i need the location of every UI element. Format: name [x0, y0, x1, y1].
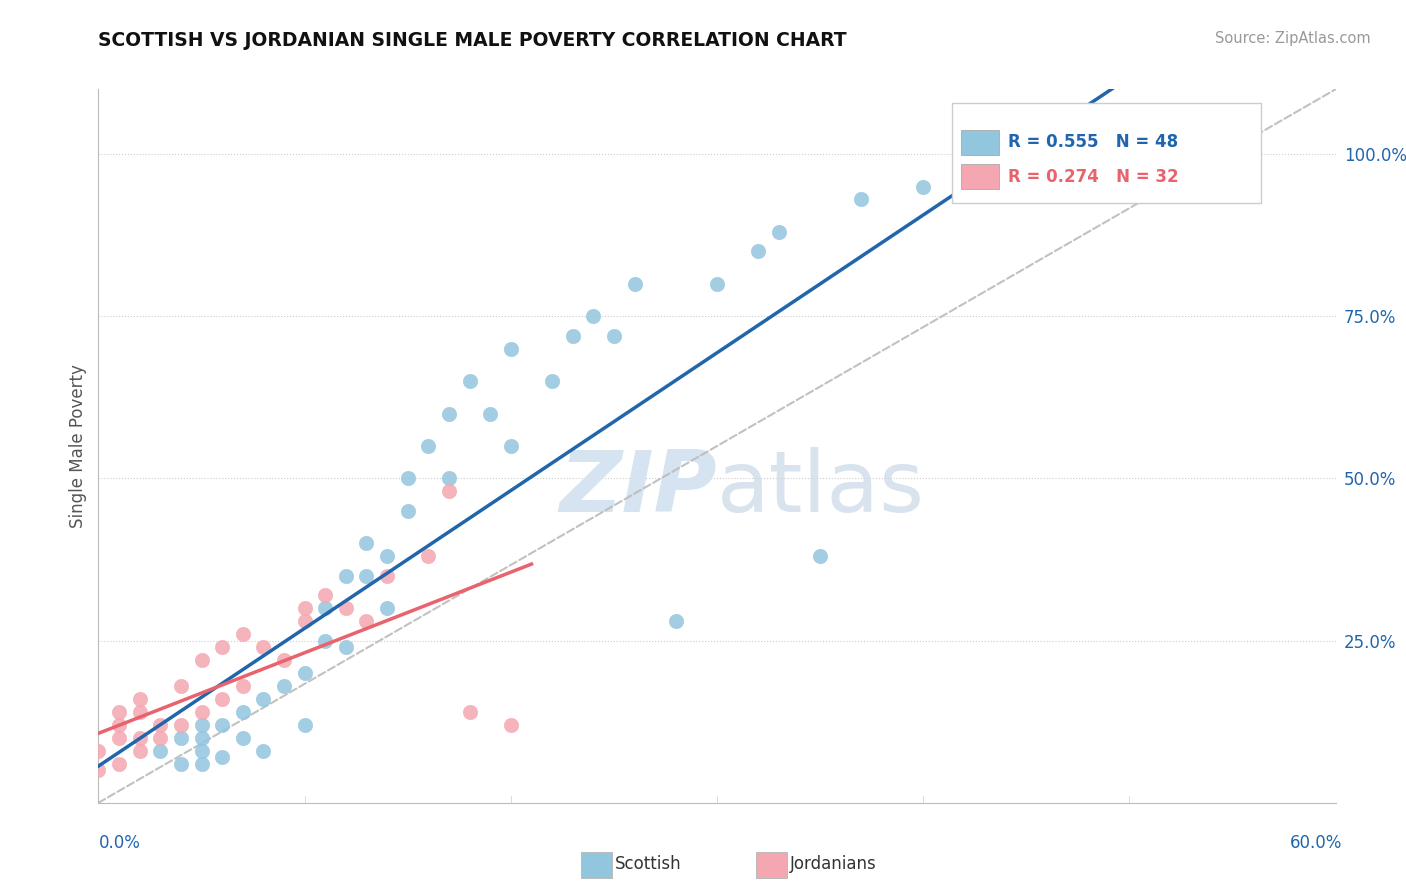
Point: [170, 756, 193, 771]
Point: [603, 328, 626, 343]
Point: [294, 666, 316, 681]
Point: [479, 407, 502, 421]
Point: [190, 718, 212, 732]
Point: [190, 756, 212, 771]
Point: [87, 744, 110, 758]
Point: [418, 439, 440, 453]
Point: [190, 731, 212, 745]
Point: [128, 705, 150, 719]
Point: [190, 653, 212, 667]
Point: [418, 549, 440, 564]
Point: [108, 718, 131, 732]
Point: [211, 640, 233, 654]
Point: [108, 731, 131, 745]
Point: [375, 568, 398, 582]
Point: [252, 692, 274, 706]
Point: [294, 718, 316, 732]
Point: [747, 244, 769, 259]
Text: Scottish: Scottish: [614, 855, 681, 873]
Point: [396, 504, 419, 518]
Text: R = 0.555   N = 48: R = 0.555 N = 48: [1008, 133, 1178, 152]
Point: [128, 744, 150, 758]
Text: ZIP: ZIP: [560, 447, 717, 531]
Point: [851, 193, 873, 207]
Point: [211, 692, 233, 706]
Point: [1222, 128, 1244, 142]
Point: [232, 679, 254, 693]
Point: [314, 601, 336, 615]
Point: [190, 744, 212, 758]
Point: [356, 614, 378, 628]
Point: [375, 601, 398, 615]
Point: [458, 374, 481, 388]
Point: [294, 601, 316, 615]
Point: [375, 549, 398, 564]
Point: [294, 614, 316, 628]
Point: [396, 471, 419, 485]
Point: [335, 568, 357, 582]
Point: [437, 484, 460, 499]
Text: 60.0%: 60.0%: [1291, 834, 1343, 852]
Point: [149, 731, 172, 745]
Point: [561, 328, 583, 343]
Point: [170, 718, 193, 732]
Point: [232, 627, 254, 641]
Point: [190, 705, 212, 719]
Point: [252, 744, 274, 758]
Point: [211, 718, 233, 732]
Point: [273, 653, 295, 667]
Point: [149, 718, 172, 732]
Y-axis label: Single Male Poverty: Single Male Poverty: [69, 364, 87, 528]
Point: [170, 731, 193, 745]
Point: [211, 750, 233, 764]
Point: [273, 679, 295, 693]
Text: 0.0%: 0.0%: [98, 834, 141, 852]
Point: [128, 692, 150, 706]
Point: [499, 439, 522, 453]
Text: atlas: atlas: [717, 447, 925, 531]
Point: [335, 601, 357, 615]
Text: Source: ZipAtlas.com: Source: ZipAtlas.com: [1215, 31, 1371, 46]
Point: [108, 756, 131, 771]
FancyBboxPatch shape: [960, 130, 1000, 155]
Point: [87, 764, 110, 778]
FancyBboxPatch shape: [952, 103, 1261, 203]
Point: [314, 633, 336, 648]
Point: [437, 407, 460, 421]
Point: [582, 310, 605, 324]
Point: [335, 640, 357, 654]
Point: [232, 731, 254, 745]
Point: [128, 731, 150, 745]
Point: [232, 705, 254, 719]
Text: Jordanians: Jordanians: [790, 855, 877, 873]
Point: [356, 568, 378, 582]
Point: [458, 705, 481, 719]
FancyBboxPatch shape: [960, 164, 1000, 189]
Point: [623, 277, 645, 291]
Point: [314, 588, 336, 602]
Point: [499, 718, 522, 732]
Point: [437, 471, 460, 485]
Point: [252, 640, 274, 654]
Point: [1015, 147, 1038, 161]
Point: [665, 614, 688, 628]
Point: [108, 705, 131, 719]
Point: [912, 179, 935, 194]
Point: [499, 342, 522, 356]
Point: [768, 225, 790, 239]
Point: [356, 536, 378, 550]
Text: R = 0.274   N = 32: R = 0.274 N = 32: [1008, 168, 1178, 186]
Text: SCOTTISH VS JORDANIAN SINGLE MALE POVERTY CORRELATION CHART: SCOTTISH VS JORDANIAN SINGLE MALE POVERT…: [98, 31, 846, 50]
Point: [149, 744, 172, 758]
Point: [808, 549, 831, 564]
Point: [170, 679, 193, 693]
Point: [541, 374, 564, 388]
Point: [706, 277, 728, 291]
Point: [1180, 179, 1202, 194]
